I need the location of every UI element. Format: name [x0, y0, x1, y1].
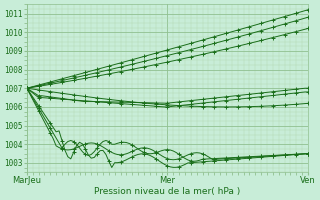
X-axis label: Pression niveau de la mer( hPa ): Pression niveau de la mer( hPa ): [94, 187, 241, 196]
